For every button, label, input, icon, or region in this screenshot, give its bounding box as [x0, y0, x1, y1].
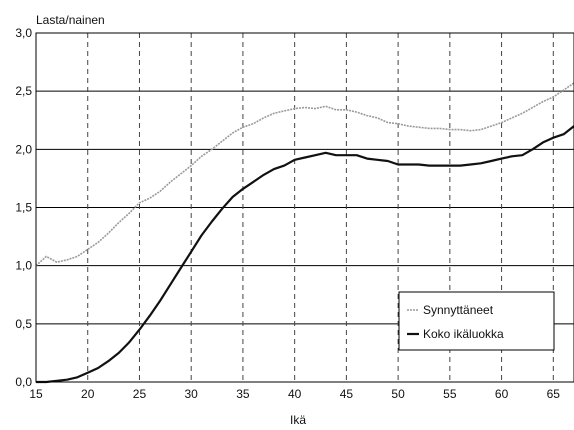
y-tick-label: 3,0 [15, 26, 32, 40]
x-tick-label: 20 [81, 387, 95, 401]
y-tick-label: 0,0 [15, 375, 32, 389]
series-lines [35, 82, 574, 384]
y-tick-label: 1,5 [15, 201, 32, 215]
legend: Synnyttäneet Koko ikäluokka [398, 291, 555, 351]
x-tick-label: 55 [443, 387, 457, 401]
legend-box [398, 291, 555, 351]
legend-label: Synnyttäneet [423, 303, 494, 317]
y-tick-label: 2,5 [15, 84, 32, 98]
x-tick-label: 50 [391, 387, 405, 401]
plot-frame [35, 32, 574, 383]
x-tick-label: 60 [495, 387, 509, 401]
legend-label: Koko ikäluokka [423, 327, 504, 341]
series-line-synnyttaneet [35, 82, 574, 267]
y-axis-title: Lasta/nainen [36, 13, 105, 27]
x-tick-label: 30 [185, 387, 199, 401]
x-tick-label: 65 [547, 387, 561, 401]
x-tick-label: 15 [29, 387, 43, 401]
series-line-koko-ikaluokka [36, 125, 574, 384]
x-axis-title: Ikä [290, 413, 306, 427]
x-tick-label: 40 [288, 387, 302, 401]
axis-ticks: 0,0 0,5 1,0 1,5 2,0 2,5 3,0 15 20 25 30 35 40 45 50 55 6… [15, 26, 560, 401]
x-tick-label: 35 [236, 387, 250, 401]
x-tick-label: 45 [340, 387, 354, 401]
y-tick-label: 0,5 [15, 317, 32, 331]
x-tick-label: 25 [133, 387, 147, 401]
y-tick-label: 2,0 [15, 142, 32, 156]
y-tick-label: 1,0 [15, 259, 32, 273]
